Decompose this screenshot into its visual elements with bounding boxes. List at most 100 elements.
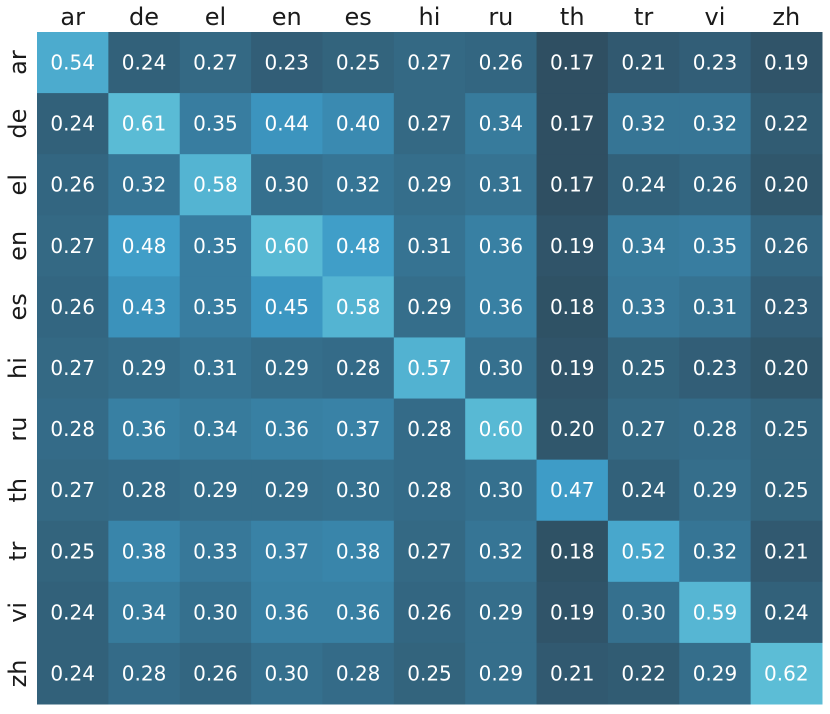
- cell-value-label: 0.54: [50, 51, 95, 75]
- cell-value-label: 0.29: [193, 478, 238, 502]
- cell-value-label: 0.27: [50, 234, 95, 258]
- heatmap-cell-de-tr: [607, 93, 680, 155]
- heatmap-cell-en-tr: [607, 215, 680, 277]
- cell-value-label: 0.25: [50, 539, 95, 563]
- cell-value-label: 0.27: [50, 478, 95, 502]
- x-tick-label-ar: ar: [60, 3, 85, 31]
- heatmap-cell-tr-tr: [607, 520, 680, 583]
- heatmap-cell-vi-th: [536, 581, 609, 644]
- cell-value-label: 0.19: [550, 234, 595, 258]
- cell-value-label: 0.24: [50, 661, 95, 685]
- cell-value-label: 0.52: [621, 539, 666, 563]
- heatmap-cell-ru-ar: [37, 398, 109, 461]
- heatmap-cell-zh-th: [536, 642, 609, 705]
- cell-value-label: 0.36: [265, 600, 310, 624]
- heatmap-cell-hi-ru: [465, 337, 538, 400]
- heatmap-cell-vi-en: [251, 581, 323, 644]
- cell-value-label: 0.31: [193, 356, 238, 380]
- cell-value-label: 0.26: [50, 295, 95, 319]
- cell-value-label: 0.29: [407, 295, 452, 319]
- cell-value-label: 0.30: [479, 478, 524, 502]
- heatmap-cell-en-es: [322, 215, 395, 277]
- heatmap-cell-el-en: [251, 154, 323, 216]
- heatmap-cell-es-es: [322, 276, 395, 338]
- heatmap-cell-es-ru: [465, 276, 538, 338]
- x-tick-label-th: th: [560, 3, 585, 31]
- heatmap-cells: 0.54 0.24 0.27 0.23 0.25 0.27 0.26 0.17 0.21 0.23…: [37, 32, 823, 705]
- cell-value-label: 0.30: [265, 173, 310, 197]
- heatmap-cell-hi-el: [179, 337, 252, 400]
- y-tick-label-el: el: [4, 174, 32, 195]
- cell-value-label: 0.22: [764, 112, 809, 136]
- x-tick-label-el: el: [205, 3, 226, 31]
- cell-value-label: 0.28: [407, 417, 452, 441]
- heatmap-cell-en-zh: [750, 215, 823, 277]
- cell-value-label: 0.26: [407, 600, 452, 624]
- heatmap-cell-ar-en: [251, 32, 323, 94]
- heatmap-cell-el-vi: [679, 154, 752, 216]
- heatmap-cell-ar-el: [179, 32, 252, 94]
- cell-value-label: 0.38: [336, 539, 381, 563]
- y-tick-label-ar: ar: [4, 50, 32, 75]
- heatmap-cell-th-en: [251, 459, 323, 522]
- cell-value-label: 0.21: [621, 51, 666, 75]
- cell-value-label: 0.27: [407, 51, 452, 75]
- heatmap-cell-de-es: [322, 93, 395, 155]
- heatmap-cell-th-ru: [465, 459, 538, 522]
- heatmap-cell-ar-es: [322, 32, 395, 94]
- heatmap-cell-zh-de: [108, 642, 181, 705]
- cell-value-label: 0.36: [122, 417, 167, 441]
- heatmap-cell-tr-hi: [393, 520, 466, 583]
- cell-value-label: 0.60: [265, 234, 310, 258]
- heatmap-cell-vi-el: [179, 581, 252, 644]
- heatmap-cell-es-hi: [393, 276, 466, 338]
- cell-value-label: 0.27: [407, 112, 452, 136]
- x-tick-label-ru: ru: [488, 3, 513, 31]
- heatmap-cell-th-hi: [393, 459, 466, 522]
- heatmap-cell-de-zh: [750, 93, 823, 155]
- heatmap-cell-tr-ru: [465, 520, 538, 583]
- cell-value-label: 0.38: [122, 539, 167, 563]
- heatmap-cell-hi-es: [322, 337, 395, 400]
- x-tick-label-es: es: [344, 3, 371, 31]
- heatmap-cell-vi-zh: [750, 581, 823, 644]
- y-tick-label-ru: ru: [4, 417, 32, 442]
- cell-value-label: 0.24: [50, 600, 95, 624]
- cell-value-label: 0.58: [336, 295, 381, 319]
- heatmap-cell-ar-ar: [37, 32, 109, 94]
- cell-value-label: 0.35: [193, 234, 238, 258]
- heatmap-cell-el-zh: [750, 154, 823, 216]
- cell-value-label: 0.36: [336, 600, 381, 624]
- heatmap-cell-zh-zh: [750, 642, 823, 705]
- y-tick-label-es: es: [4, 293, 32, 320]
- x-tick-label-tr: tr: [634, 3, 653, 31]
- cell-value-label: 0.31: [693, 295, 738, 319]
- heatmap-cell-ru-vi: [679, 398, 752, 461]
- heatmap-cell-zh-el: [179, 642, 252, 705]
- cell-value-label: 0.45: [265, 295, 310, 319]
- cell-value-label: 0.57: [407, 356, 452, 380]
- cell-value-label: 0.19: [550, 600, 595, 624]
- heatmap-cell-ar-th: [536, 32, 609, 94]
- cell-value-label: 0.29: [265, 356, 310, 380]
- cell-value-label: 0.17: [550, 112, 595, 136]
- heatmap-cell-th-th: [536, 459, 609, 522]
- y-tick-label-th: th: [4, 478, 32, 503]
- cell-value-label: 0.30: [336, 478, 381, 502]
- cell-value-label: 0.30: [265, 661, 310, 685]
- heatmap-cell-vi-es: [322, 581, 395, 644]
- y-tick-label-en: en: [4, 231, 32, 261]
- x-tick-label-vi: vi: [705, 3, 726, 31]
- cell-value-label: 0.20: [764, 356, 809, 380]
- cell-value-label: 0.34: [193, 417, 238, 441]
- heatmap-cell-es-th: [536, 276, 609, 338]
- x-tick-label-zh: zh: [772, 3, 800, 31]
- heatmap-cell-el-hi: [393, 154, 466, 216]
- cell-value-label: 0.35: [693, 234, 738, 258]
- cell-value-label: 0.21: [550, 661, 595, 685]
- heatmap-cell-vi-de: [108, 581, 181, 644]
- cell-value-label: 0.29: [122, 356, 167, 380]
- heatmap-cell-zh-es: [322, 642, 395, 705]
- cell-value-label: 0.19: [764, 51, 809, 75]
- cell-value-label: 0.24: [50, 112, 95, 136]
